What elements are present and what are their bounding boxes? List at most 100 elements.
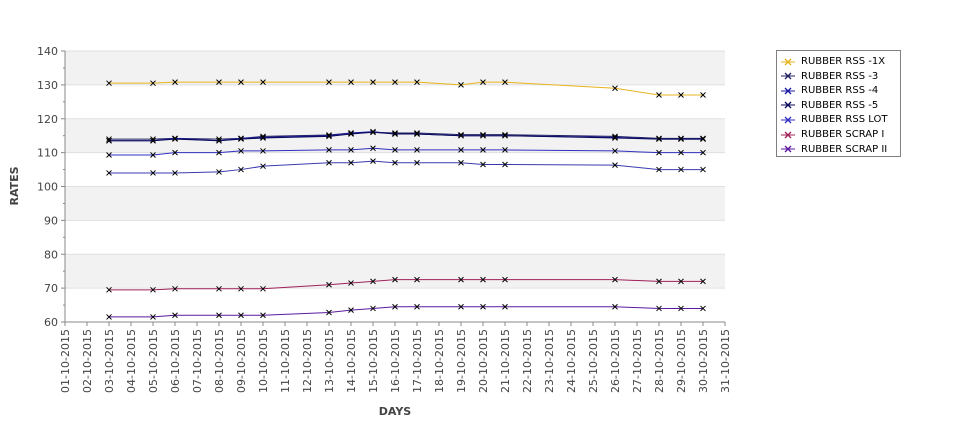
data-point — [260, 163, 266, 170]
data-point — [458, 276, 464, 283]
data-point — [348, 147, 354, 153]
point-marker-b — [348, 79, 354, 86]
plot-band — [65, 118, 725, 153]
point-marker-b — [172, 149, 178, 156]
data-point — [348, 307, 354, 313]
data-point — [172, 312, 178, 319]
data-point — [678, 166, 684, 173]
point-marker-b — [150, 170, 156, 176]
data-point — [370, 79, 376, 86]
data-point — [326, 147, 332, 153]
x-tick-label: 15-10-2015 — [367, 329, 380, 393]
data-point — [502, 276, 508, 283]
legend-item: RUBBER RSS LOT — [781, 112, 887, 127]
x-tick-label: 16-10-2015 — [389, 329, 402, 393]
data-point — [150, 170, 156, 176]
legend-label: RUBBER SCRAP I — [801, 129, 885, 140]
series-line — [109, 81, 703, 96]
point-marker-b — [172, 170, 178, 176]
legend-label: RUBBER RSS -5 — [801, 99, 879, 111]
point-marker-b — [678, 92, 684, 98]
plot-band — [65, 186, 725, 221]
data-point — [612, 148, 618, 154]
x-tick-label: 04-10-2015 — [125, 329, 138, 393]
data-point — [260, 285, 266, 292]
data-point — [458, 82, 464, 88]
point-marker-b — [480, 303, 486, 310]
point-marker-b — [480, 79, 486, 86]
y-axis-ticks: 60 70 80 90 100 110 120 130 140 — [37, 45, 65, 329]
point-marker-b — [326, 281, 332, 288]
point-marker-b — [458, 303, 464, 310]
data-point — [392, 79, 398, 86]
legend-marker-icon — [781, 72, 795, 80]
series-layer — [106, 79, 706, 320]
point-marker-b — [392, 147, 398, 153]
legend-marker-icon — [781, 101, 795, 109]
point-marker-b — [392, 276, 398, 283]
data-point — [150, 80, 156, 87]
y-tick-label: 110 — [37, 147, 58, 160]
plot-band — [65, 254, 725, 289]
y-tick-label: 90 — [44, 214, 58, 227]
data-point — [348, 79, 354, 86]
point-marker-b — [414, 159, 420, 166]
point-marker-b — [106, 80, 112, 87]
point-marker-b — [150, 314, 156, 320]
data-point — [260, 312, 266, 319]
y-tick-label: 140 — [37, 45, 58, 58]
point-marker-b — [480, 276, 486, 283]
point-marker-b — [392, 79, 398, 86]
point-marker-b — [656, 149, 662, 156]
x-tick-label: 30-10-2015 — [697, 329, 710, 393]
data-point — [370, 278, 376, 285]
x-tick-label: 12-10-2015 — [301, 329, 314, 393]
point-marker-b — [414, 130, 420, 136]
data-point — [414, 131, 420, 137]
data-point — [106, 152, 112, 158]
series-line — [109, 131, 703, 142]
data-point — [260, 79, 266, 86]
data-point — [502, 161, 508, 168]
data-point — [414, 276, 420, 283]
series-line — [109, 279, 703, 291]
point-marker-b — [678, 136, 684, 142]
point-marker-b — [216, 149, 222, 156]
point-marker-b — [348, 159, 354, 166]
data-point — [106, 286, 112, 293]
x-tick-label: 22-10-2015 — [521, 329, 534, 393]
y-tick-label: 130 — [37, 79, 58, 92]
legend-label: RUBBER RSS -1X — [801, 56, 886, 67]
point-marker-b — [260, 148, 266, 154]
data-point — [678, 92, 684, 98]
legend-label: RUBBER RSS -3 — [801, 70, 879, 82]
data-point — [502, 131, 508, 138]
y-axis-title: RATES — [8, 166, 21, 205]
y-tick-label: 70 — [44, 282, 58, 295]
point-marker-b — [458, 147, 464, 153]
data-point — [414, 147, 420, 153]
point-marker-b — [612, 148, 618, 154]
point-marker-b — [414, 147, 420, 153]
point-marker-b — [612, 135, 618, 141]
data-point — [458, 131, 464, 138]
point-marker-b — [392, 130, 398, 136]
series — [106, 158, 706, 176]
x-tick-label: 13-10-2015 — [323, 329, 336, 393]
legend-marker-icon — [781, 145, 795, 153]
x-tick-label: 25-10-2015 — [587, 329, 600, 393]
data-point — [414, 159, 420, 166]
series-line — [109, 160, 703, 174]
point-marker-b — [480, 132, 486, 139]
data-point — [612, 85, 618, 92]
series — [106, 276, 706, 293]
data-point — [656, 149, 662, 156]
data-point — [172, 79, 178, 86]
data-point — [238, 79, 244, 86]
x-axis-ticks: 01-10-2015 02-10-2015 03-10-2015 04-10-2015… — [59, 322, 732, 393]
legend-label: RUBBER SCRAP II — [801, 143, 888, 155]
point-marker-b — [392, 159, 398, 166]
data-point — [414, 130, 420, 136]
data-point — [370, 305, 376, 312]
data-point — [392, 130, 398, 136]
